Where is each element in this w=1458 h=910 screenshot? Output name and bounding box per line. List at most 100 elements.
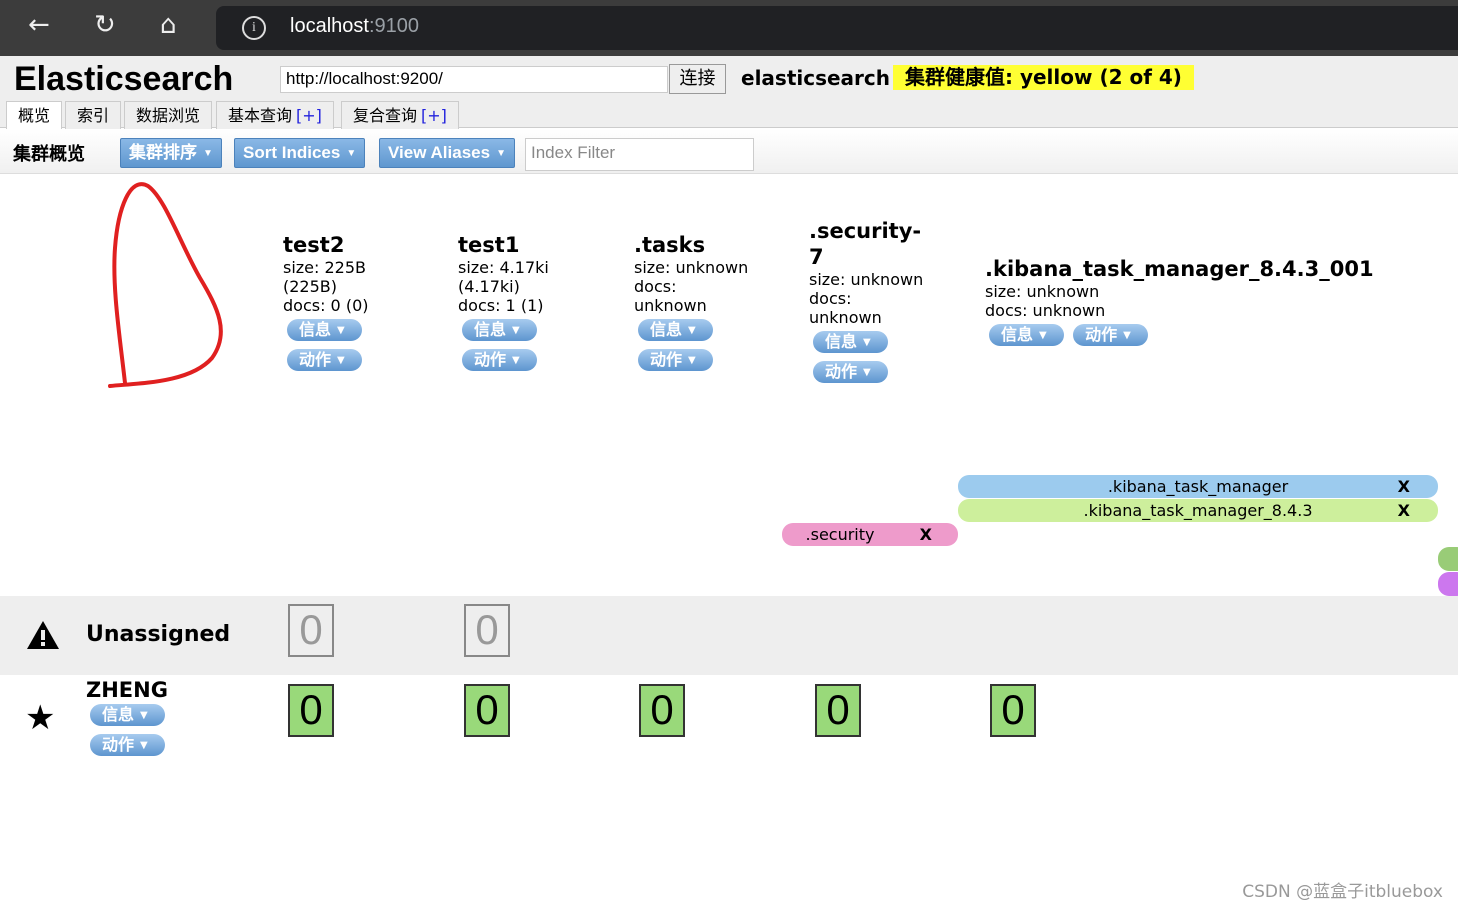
button-label: 动作: [102, 735, 135, 754]
unassigned-shard[interactable]: 0: [464, 604, 510, 657]
sort-indices-button[interactable]: Sort Indices ▼: [234, 138, 366, 168]
button-label: View Aliases: [388, 143, 491, 162]
button-label: 信息: [1001, 325, 1034, 344]
tab-label: 概览: [18, 106, 51, 125]
remove-alias-button[interactable]: X: [1397, 501, 1410, 520]
unassigned-label: Unassigned: [86, 622, 231, 647]
master-star-icon: ★: [25, 698, 56, 738]
caret-down-icon: ▼: [203, 147, 213, 159]
home-icon[interactable]: ⌂: [160, 10, 177, 40]
caret-down-icon: ▼: [863, 366, 871, 378]
primary-shard[interactable]: 0: [464, 684, 510, 737]
plus-link[interactable]: [+]: [421, 106, 447, 125]
info-button[interactable]: 信息 ▼: [813, 331, 888, 353]
info-icon[interactable]: i: [242, 16, 266, 40]
index-stat: (225B): [283, 277, 337, 296]
info-button[interactable]: 信息 ▼: [638, 319, 713, 341]
info-button[interactable]: 信息 ▼: [287, 319, 362, 341]
caret-down-icon: ▼: [1039, 329, 1047, 341]
sort-cluster-button[interactable]: 集群排序 ▼: [120, 138, 222, 168]
button-label: 动作: [825, 362, 858, 381]
reload-icon[interactable]: ↻: [94, 10, 116, 40]
app-header: Elasticsearch http://localhost:9200/ 连接 …: [0, 56, 1458, 130]
caret-down-icon: ▼: [337, 324, 345, 336]
caret-down-icon: ▼: [496, 147, 506, 159]
app-title: Elasticsearch: [14, 60, 234, 98]
cluster-url-input[interactable]: http://localhost:9200/: [280, 66, 668, 93]
button-label: 集群排序: [129, 143, 197, 162]
action-button[interactable]: 动作 ▼: [287, 349, 362, 371]
button-label: 动作: [299, 350, 332, 369]
button-label: 动作: [474, 350, 507, 369]
info-button[interactable]: 信息 ▼: [90, 704, 165, 726]
alias-name: .kibana_task_manager: [1107, 477, 1289, 496]
caret-down-icon: ▼: [140, 739, 148, 751]
node-card: ZHENG 信息 ▼ 动作 ▼: [86, 678, 206, 756]
caret-down-icon: ▼: [863, 336, 871, 348]
overview-toolbar: 集群概览 集群排序 ▼ Sort Indices ▼ View Aliases ▼ I…: [0, 129, 1458, 174]
alias-bar-partial[interactable]: [1438, 547, 1458, 571]
button-label: 信息: [474, 320, 507, 339]
index-stat: size: 225B: [283, 258, 367, 277]
index-card-tasks: .tasks size: unknown docs: unknown 信息 ▼ 动作 ▼: [634, 232, 804, 379]
primary-shard[interactable]: 0: [990, 684, 1036, 737]
action-button[interactable]: 动作 ▼: [90, 734, 165, 756]
action-button[interactable]: 动作 ▼: [1073, 324, 1149, 346]
unassigned-shard[interactable]: 0: [288, 604, 334, 657]
caret-down-icon: ▼: [512, 324, 520, 336]
index-filter-input[interactable]: Index Filter: [525, 138, 754, 171]
button-label: 动作: [650, 350, 683, 369]
button-label: 信息: [650, 320, 683, 339]
connect-button[interactable]: 连接: [669, 64, 726, 94]
tab-indices[interactable]: 索引: [65, 101, 122, 129]
button-label: 信息: [825, 332, 858, 351]
caret-down-icon: ▼: [512, 354, 520, 366]
action-button[interactable]: 动作 ▼: [462, 349, 537, 371]
remove-alias-button[interactable]: X: [919, 525, 932, 544]
tab-browser[interactable]: 数据浏览: [124, 101, 213, 129]
tab-basic-query[interactable]: 基本查询 [+]: [216, 101, 334, 129]
tab-overview[interactable]: 概览: [6, 101, 63, 130]
index-card-test2: test2 size: 225B (225B) docs: 0 (0) 信息 ▼ 动作…: [283, 232, 453, 379]
button-label: Sort Indices: [243, 143, 341, 162]
caret-down-icon: ▼: [346, 147, 357, 159]
primary-shard[interactable]: 0: [288, 684, 334, 737]
index-card-kibana-task-manager: .kibana_task_manager_8.4.3_001 size: unk…: [985, 256, 1435, 358]
tab-label: 索引: [77, 106, 110, 125]
alias-security[interactable]: .security X: [782, 523, 958, 546]
info-button[interactable]: 信息 ▼: [989, 324, 1064, 346]
index-name: .security-7: [809, 219, 922, 269]
red-annotation-scribble: [108, 182, 223, 388]
alias-kibana-task-manager[interactable]: .kibana_task_manager X: [958, 475, 1438, 498]
address-bar[interactable]: i localhost:9100: [216, 6, 1458, 50]
caret-down-icon: ▼: [140, 709, 148, 721]
back-icon[interactable]: ←: [28, 10, 50, 40]
index-card-security: .security-7 size: unknown docs: unknown 信息…: [809, 218, 934, 391]
warning-icon: [27, 621, 59, 649]
tab-complex-query[interactable]: 复合查询 [+]: [341, 101, 459, 129]
index-stat: docs: unknown: [985, 301, 1106, 320]
index-stat: docs:: [634, 277, 677, 296]
primary-shard[interactable]: 0: [639, 684, 685, 737]
view-aliases-button[interactable]: View Aliases ▼: [379, 138, 515, 168]
remove-alias-button[interactable]: X: [1397, 477, 1410, 496]
alias-bar-partial[interactable]: [1438, 572, 1458, 596]
index-name: test1: [458, 233, 520, 257]
unassigned-row: Unassigned 0 0: [0, 596, 1458, 675]
button-label: 信息: [299, 320, 332, 339]
action-button[interactable]: 动作 ▼: [638, 349, 713, 371]
info-button[interactable]: 信息 ▼: [462, 319, 537, 341]
alias-kibana-task-manager-843[interactable]: .kibana_task_manager_8.4.3 X: [958, 499, 1438, 522]
primary-shard[interactable]: 0: [815, 684, 861, 737]
caret-down-icon: ▼: [688, 354, 696, 366]
index-stat: unknown: [809, 308, 882, 327]
plus-link[interactable]: [+]: [296, 106, 322, 125]
action-button[interactable]: 动作 ▼: [813, 361, 888, 383]
index-stat: unknown: [634, 296, 707, 315]
button-label: 动作: [1085, 325, 1118, 344]
cluster-health-badge: 集群健康值: yellow (2 of 4): [893, 65, 1194, 90]
index-name: test2: [283, 233, 345, 257]
caret-down-icon: ▼: [1123, 329, 1131, 341]
alias-name: .kibana_task_manager_8.4.3: [1083, 501, 1313, 520]
alias-name: .security: [805, 525, 875, 544]
